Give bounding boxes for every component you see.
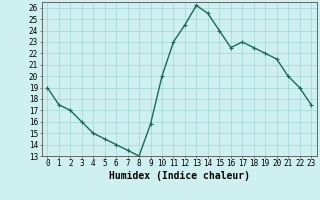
X-axis label: Humidex (Indice chaleur): Humidex (Indice chaleur) — [109, 171, 250, 181]
